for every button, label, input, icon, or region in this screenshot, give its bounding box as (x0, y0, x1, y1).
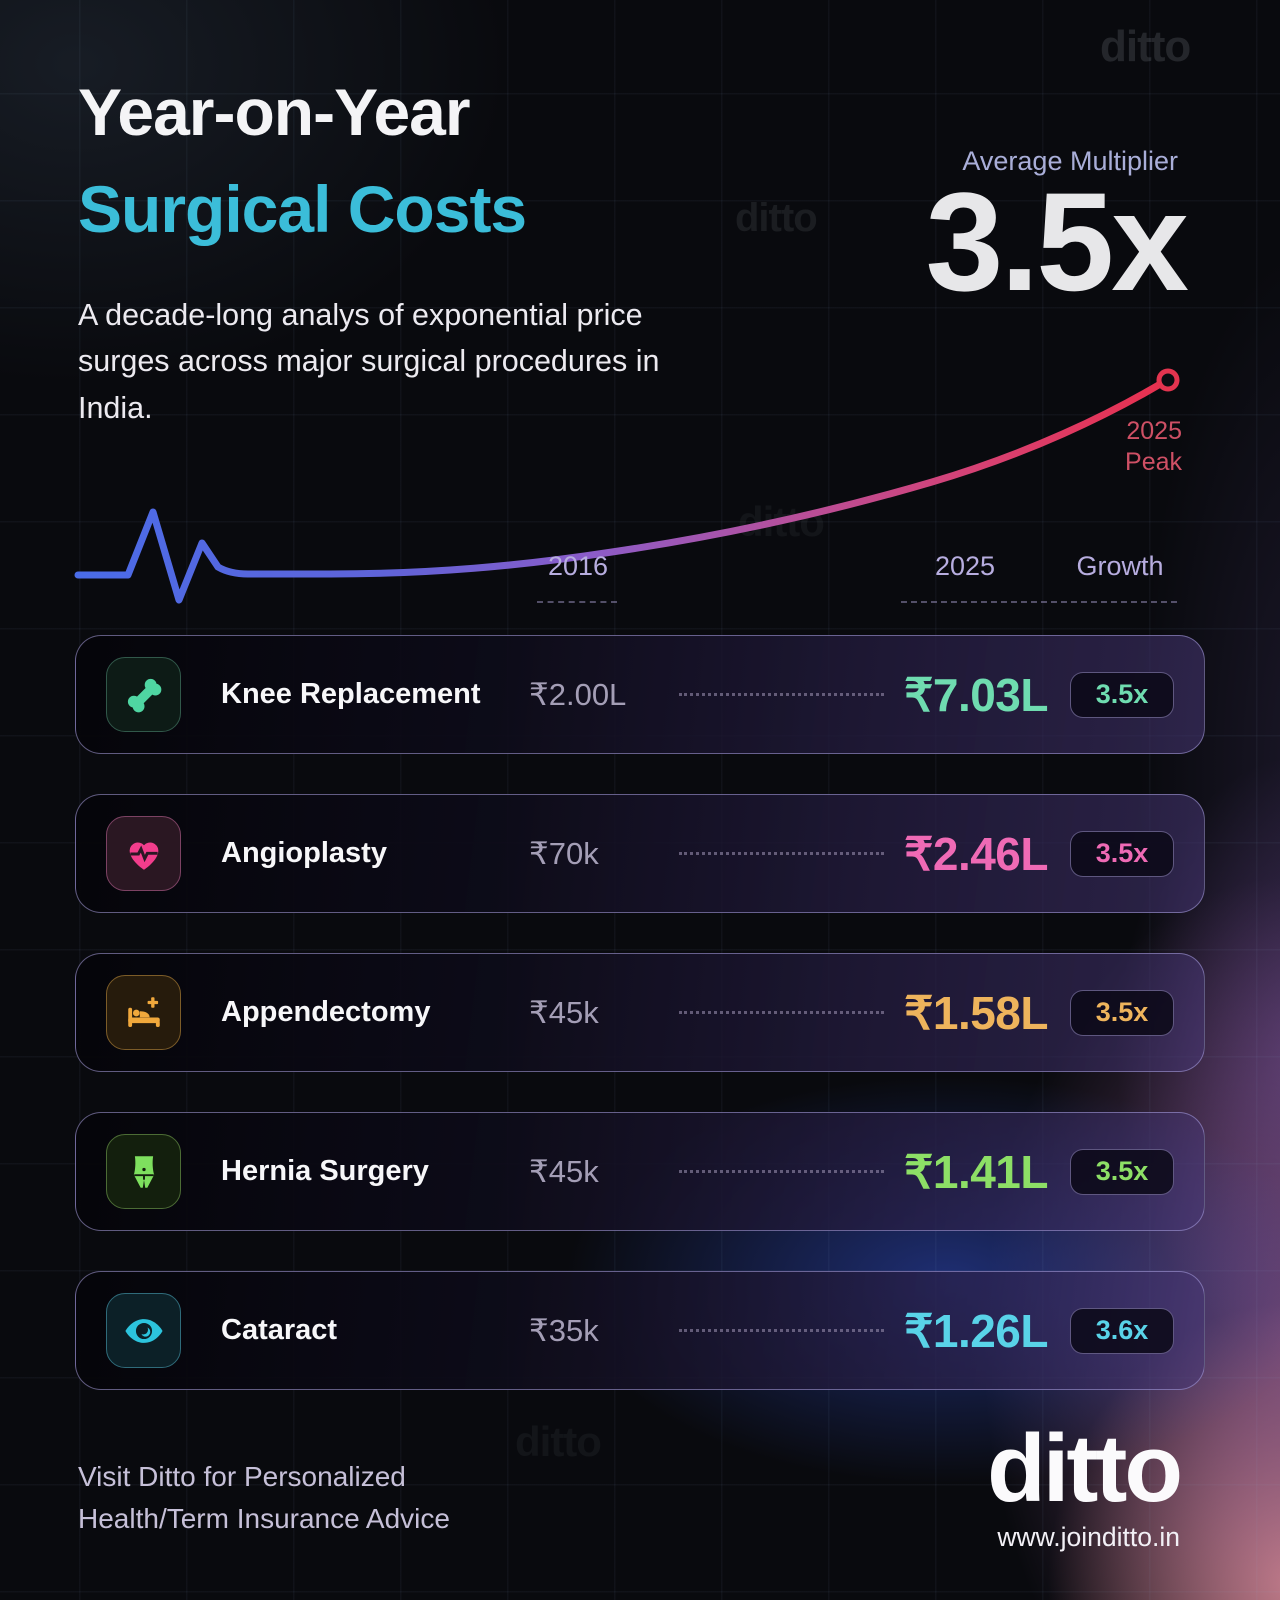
value-2016: ₹2.00L (529, 676, 627, 712)
growth-badge: 3.5x (1070, 830, 1174, 877)
dotted-connector (679, 693, 885, 696)
title-line-1: Year-on-Year (78, 75, 471, 149)
dotted-connector (679, 1170, 885, 1173)
growth-badge: 3.6x (1070, 1307, 1174, 1354)
eye-icon (106, 1293, 181, 1368)
procedure-name: Knee Replacement (221, 678, 481, 710)
growth-badge: 3.5x (1070, 1148, 1174, 1195)
title-line-2: Surgical Costs (78, 172, 527, 246)
trend-line-chart (74, 368, 1180, 604)
footer-note: Visit Ditto for Personalized Health/Term… (78, 1456, 450, 1540)
dotted-connector (679, 852, 885, 855)
value-2016: ₹45k (529, 994, 599, 1030)
value-2016: ₹45k (529, 1153, 599, 1189)
table-row: Angioplasty ₹70k ₹2.46L 3.5x (75, 794, 1205, 913)
peak-annotation: 2025 Peak (1125, 416, 1182, 479)
value-2025: ₹1.41L (904, 1145, 1048, 1198)
column-header-2025: 2025 (934, 551, 996, 581)
procedure-name: Angioplasty (221, 837, 387, 869)
peak-year: 2025 (1126, 417, 1182, 445)
ditto-watermark: ditto (515, 1418, 602, 1465)
trend-line-path (74, 379, 1166, 604)
dotted-connector (679, 1011, 885, 1014)
procedure-name: Cataract (221, 1314, 338, 1346)
average-multiplier-label: Average Multiplier (962, 146, 1178, 176)
footer-note-line-2: Health/Term Insurance Advice (78, 1503, 450, 1534)
column-underline-2016 (537, 601, 617, 603)
procedure-name: Appendectomy (221, 996, 431, 1028)
value-2025: ₹1.58L (904, 986, 1048, 1039)
abdomen-icon (106, 1134, 181, 1209)
column-header-2016: 2016 (547, 551, 609, 581)
ditto-logo: ditto (987, 1415, 1183, 1522)
heart-icon (106, 816, 181, 891)
dotted-connector (679, 1329, 885, 1332)
column-underline-2025-growth (901, 601, 1177, 603)
value-2025: ₹7.03L (904, 668, 1048, 721)
hospital-bed-icon (106, 975, 181, 1050)
average-multiplier-value: 3.5x (925, 163, 1189, 320)
table-row: Hernia Surgery ₹45k ₹1.41L 3.5x (75, 1112, 1205, 1231)
column-header-growth: Growth (1076, 551, 1164, 581)
procedure-table: Knee Replacement ₹2.00L ₹7.03L 3.5x Angi… (75, 635, 1205, 1430)
value-2025: ₹1.26L (904, 1304, 1048, 1357)
table-row: Appendectomy ₹45k ₹1.58L 3.5x (75, 953, 1205, 1072)
page-title: Year-on-Year Surgical Costs (78, 64, 527, 258)
value-2016: ₹35k (529, 1312, 599, 1348)
value-2016: ₹70k (529, 835, 599, 871)
table-row: Cataract ₹35k ₹1.26L 3.6x (75, 1271, 1205, 1390)
website-url[interactable]: www.joinditto.in (997, 1522, 1180, 1552)
value-2025: ₹2.46L (904, 827, 1048, 880)
table-row: Knee Replacement ₹2.00L ₹7.03L 3.5x (75, 635, 1205, 754)
ditto-watermark: ditto (735, 196, 818, 240)
growth-badge: 3.5x (1070, 989, 1174, 1036)
bone-icon (106, 657, 181, 732)
peak-point-marker (1156, 368, 1180, 392)
ditto-watermark: ditto (1100, 22, 1191, 71)
peak-word: Peak (1125, 448, 1182, 477)
subtitle: A decade-long analys of exponential pric… (78, 298, 660, 425)
growth-badge: 3.5x (1070, 671, 1174, 718)
procedure-name: Hernia Surgery (221, 1155, 429, 1187)
footer-note-line-1: Visit Ditto for Personalized (78, 1461, 406, 1492)
